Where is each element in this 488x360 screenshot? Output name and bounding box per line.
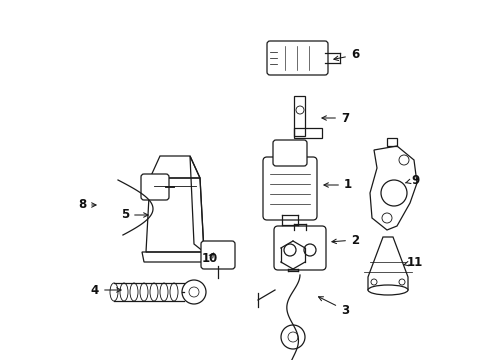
Text: 7: 7 bbox=[321, 112, 348, 125]
FancyBboxPatch shape bbox=[266, 41, 327, 75]
Text: 8: 8 bbox=[78, 198, 96, 211]
FancyBboxPatch shape bbox=[273, 226, 325, 270]
Ellipse shape bbox=[120, 283, 128, 301]
Text: 10: 10 bbox=[202, 252, 218, 265]
Text: 11: 11 bbox=[403, 256, 422, 269]
Text: 3: 3 bbox=[318, 297, 348, 316]
Ellipse shape bbox=[130, 283, 138, 301]
Ellipse shape bbox=[140, 283, 148, 301]
Text: 2: 2 bbox=[331, 234, 358, 247]
Ellipse shape bbox=[150, 283, 158, 301]
Ellipse shape bbox=[160, 283, 168, 301]
Text: 9: 9 bbox=[405, 174, 418, 186]
Text: 4: 4 bbox=[91, 284, 121, 297]
Ellipse shape bbox=[367, 285, 407, 295]
Text: 5: 5 bbox=[121, 208, 148, 221]
Text: 1: 1 bbox=[323, 179, 351, 192]
Ellipse shape bbox=[110, 283, 118, 301]
FancyBboxPatch shape bbox=[201, 241, 235, 269]
FancyBboxPatch shape bbox=[272, 140, 306, 166]
FancyBboxPatch shape bbox=[263, 157, 316, 220]
Ellipse shape bbox=[170, 283, 178, 301]
FancyBboxPatch shape bbox=[141, 174, 169, 200]
Text: 6: 6 bbox=[333, 49, 358, 62]
